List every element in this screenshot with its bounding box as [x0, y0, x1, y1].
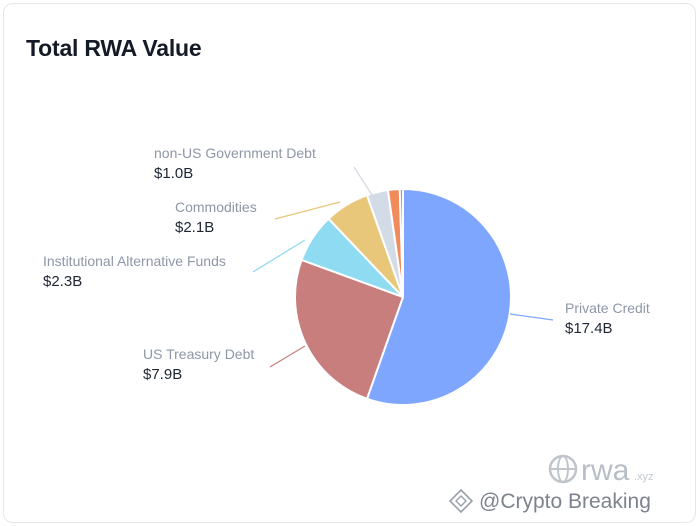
slice-labels: Private Credit $17.4B US Treasury Debt $7.9… [43, 145, 650, 383]
pie-slice[interactable] [398, 187, 404, 298]
leader-line [269, 345, 306, 368]
slice-label: Private Credit [565, 300, 650, 316]
slice-value-label: $2.1B [175, 219, 214, 236]
pie-slice[interactable] [365, 187, 512, 406]
slice-value-label: $2.3B [43, 273, 82, 290]
leader-line [274, 201, 341, 220]
watermark-brand-suffix: .xyz [634, 471, 654, 483]
pie-slices [294, 187, 512, 406]
slice-label: Commodities [175, 199, 257, 215]
slice-label: Institutional Alternative Funds [43, 253, 226, 269]
crypto-breaking-text: @Crypto Breaking [479, 490, 651, 513]
leader-line [509, 313, 554, 321]
diamond-logo-icon [448, 488, 474, 514]
slice-value-label: $1.0B [154, 165, 193, 182]
globe-icon [548, 454, 578, 484]
rwa-watermark: rwa .xyz [548, 454, 654, 487]
crypto-breaking-watermark: @Crypto Breaking [448, 488, 651, 514]
slice-value-label: $7.9B [143, 366, 182, 383]
leader-line [252, 239, 306, 273]
slice-value-label: $17.4B [565, 320, 613, 337]
pie-slice[interactable] [294, 258, 405, 401]
leader-lines [252, 166, 554, 368]
chart-title: Total RWA Value [26, 35, 202, 61]
slice-label: US Treasury Debt [143, 346, 254, 362]
watermark-brand: rwa [581, 454, 630, 487]
slice-label: non-US Government Debt [154, 145, 316, 161]
leader-line [353, 166, 373, 196]
